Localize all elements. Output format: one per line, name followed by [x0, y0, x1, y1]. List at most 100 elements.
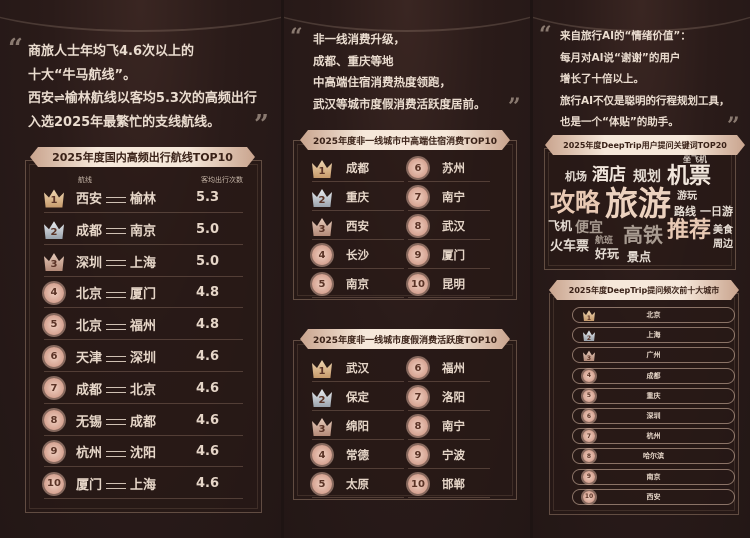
quote-line: 西安⇌榆林航线以客均5.3次的高频出行: [28, 91, 257, 106]
city-name: 武汉: [442, 219, 465, 233]
table-row: 4 北京 厦门 4.8: [44, 278, 243, 309]
quote-line: 非一线消费升级，: [313, 32, 405, 46]
table-row: 5 北京 福州 4.8: [44, 310, 243, 341]
crown-rank-icon: 3: [312, 418, 332, 436]
list-item: 2 重庆: [312, 184, 404, 211]
route-to: 上海: [130, 478, 157, 494]
city-name: 南宁: [442, 190, 465, 204]
keyword: 机票: [667, 164, 712, 189]
keyword: 周边: [713, 239, 733, 250]
route-value: 5.0: [195, 253, 219, 269]
city-name: 成都: [346, 161, 369, 175]
city-row: 5 重庆: [572, 387, 735, 404]
quote-line: 也是一个“体贴”的助手。: [560, 116, 679, 128]
route-value: 5.0: [195, 221, 219, 237]
table-row: 1 西安 榆林 5.3: [44, 183, 243, 213]
keyword: 一日游: [700, 205, 733, 218]
city-name: 南京: [646, 472, 661, 481]
keyword: 坐飞机: [683, 155, 707, 164]
list-item: 8 南宁: [408, 413, 490, 440]
quote-text: 非一线消费升级， 成都、重庆等地 中高端住宿消费热度领跑， 武汉等城市度假消费活跃度居…: [313, 29, 486, 115]
rank-badge-icon: 8: [583, 450, 595, 463]
close-quote-icon: ”: [254, 110, 269, 140]
rank-badge-icon: 7: [583, 430, 595, 443]
route-to: 北京: [130, 382, 157, 398]
city-name: 重庆: [646, 391, 661, 400]
city-name: 邯郸: [442, 477, 465, 491]
crown-rank-icon: 2: [312, 389, 332, 407]
quote-line: 每月对AI说“谢谢”的用户: [560, 51, 681, 64]
route-value: 4.6: [195, 412, 219, 428]
crown-rank-icon: 2: [312, 189, 332, 207]
city-row: 3 广州: [572, 347, 735, 364]
two-way-arrow-icon: [106, 387, 127, 394]
route-from: 西安: [76, 192, 103, 207]
route-label: 无锡 成都: [76, 411, 156, 430]
list-item: 7 洛阳: [408, 384, 490, 411]
routes-title-banner: 2025年度国内高频出行航线TOP10: [30, 147, 255, 167]
rank-badge-icon: 7: [408, 187, 428, 207]
keyword: 航班: [595, 236, 614, 246]
city-name: 上海: [646, 331, 661, 340]
city-row: 4 成都: [572, 367, 735, 384]
rank-badge-icon: 9: [583, 470, 595, 483]
route-label: 天津 深圳: [76, 347, 156, 366]
quote-line: 商旅人士年均飞4.6次以上的: [28, 44, 195, 59]
column-header-route: 航线: [78, 176, 92, 184]
rank-badge-icon: 10: [408, 474, 428, 494]
two-way-arrow-icon: [106, 419, 127, 426]
route-from: 成都: [76, 223, 103, 239]
city-name: 太原: [346, 477, 369, 491]
route-from: 无锡: [76, 414, 103, 430]
two-way-arrow-icon: [106, 228, 127, 235]
city-name: 厦门: [442, 248, 465, 262]
rank-badge-icon: 6: [408, 358, 428, 378]
quote-line: 成都、重庆等地: [313, 53, 394, 68]
keyword: 游玩: [677, 191, 697, 202]
list-item: 10 邯郸: [408, 471, 490, 498]
list-item: 10 昆明: [408, 271, 490, 298]
rank-badge-icon: 4: [583, 369, 595, 382]
table-row: 3 深圳 上海 5.0: [44, 247, 243, 277]
table-row: 8 无锡 成都 4.6: [44, 406, 243, 436]
two-way-arrow-icon: [106, 355, 127, 362]
route-to: 上海: [130, 255, 157, 271]
two-way-arrow-icon: [106, 260, 127, 267]
list-item: 9 厦门: [408, 242, 490, 269]
list-item: 5 南京: [312, 271, 404, 298]
list-item: 8 武汉: [408, 213, 490, 240]
route-label: 西安 榆林: [76, 188, 156, 207]
keyword: 飞机: [548, 219, 573, 233]
list-item: 1 成都: [312, 155, 404, 182]
table-row: 10 厦门 上海 4.6: [44, 469, 243, 500]
keyword: 规划: [633, 169, 661, 185]
rank-badge-icon: 5: [312, 474, 332, 494]
route-from: 北京: [76, 319, 103, 335]
open-quote-icon: “: [8, 34, 23, 64]
list-item: 3 西安: [312, 213, 404, 240]
city-row: 10 西安: [572, 488, 735, 505]
crown-rank-icon: 1: [583, 310, 595, 321]
list-item: 6 苏州: [408, 155, 490, 182]
city-name: 广州: [646, 351, 661, 360]
list-item: 3 绵阳: [312, 413, 404, 440]
quote-line: 增长了十倍以上。: [560, 73, 644, 85]
crown-rank-icon: 1: [312, 160, 332, 178]
routes-table: 航线 客均出行次数 1 西安 榆林 5.3 2 成都 南京 5.0 3 深圳 上海 5.0 4 北京 厦门 4…: [25, 160, 262, 513]
rank-badge-icon: 6: [583, 410, 595, 422]
two-way-arrow-icon: [106, 482, 127, 489]
route-value: 4.8: [195, 285, 219, 301]
list-item: 2 保定: [312, 384, 404, 411]
list-item: 4 常德: [312, 442, 404, 469]
rank-badge-icon: 8: [408, 416, 428, 436]
table-row: 6 天津 深圳 4.6: [44, 342, 243, 372]
rank-badge-icon: 5: [583, 389, 595, 402]
route-from: 厦门: [76, 478, 103, 494]
city-name: 昆明: [442, 277, 465, 291]
rank-badge-icon: 10: [44, 473, 64, 494]
route-label: 成都 北京: [76, 379, 156, 398]
crown-rank-icon: 3: [44, 253, 64, 272]
route-label: 北京 福州: [76, 315, 156, 334]
route-from: 深圳: [76, 255, 103, 271]
keyword: 机场: [565, 170, 587, 183]
